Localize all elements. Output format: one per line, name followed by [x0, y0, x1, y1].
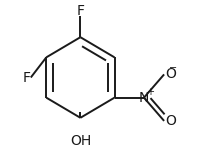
Text: F: F: [76, 4, 84, 18]
Text: −: −: [168, 63, 177, 73]
Text: F: F: [23, 71, 31, 84]
Text: +: +: [146, 87, 154, 97]
Text: O: O: [166, 67, 177, 81]
Text: N: N: [139, 91, 149, 105]
Text: O: O: [166, 114, 177, 128]
Text: OH: OH: [70, 134, 91, 148]
